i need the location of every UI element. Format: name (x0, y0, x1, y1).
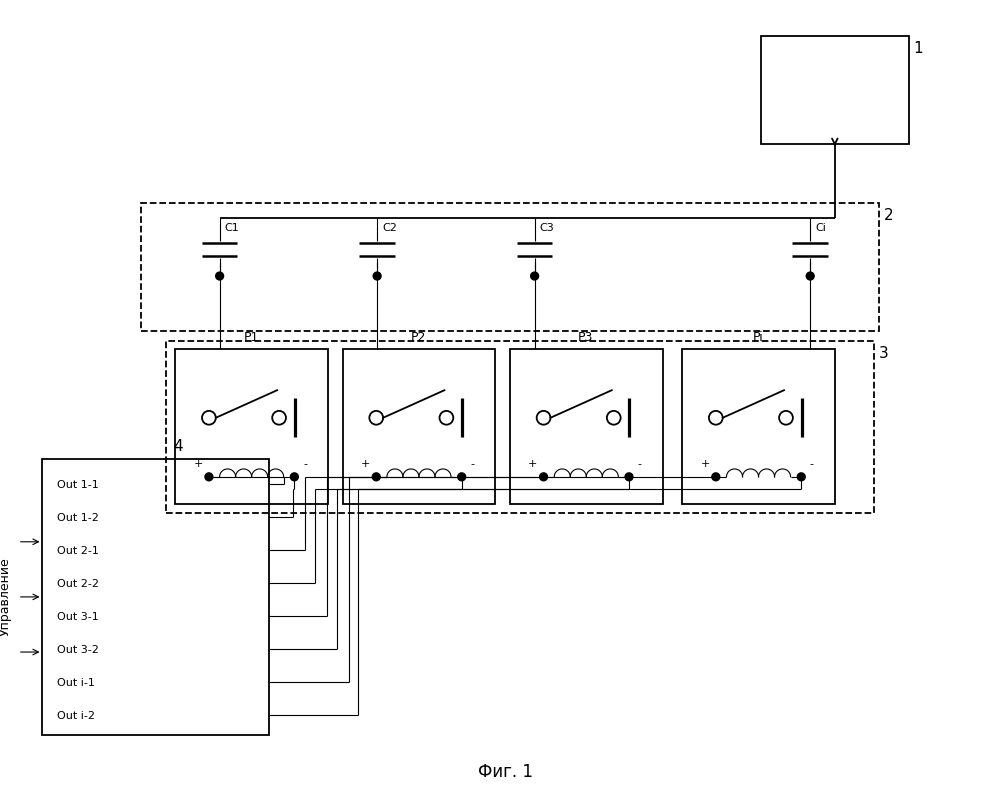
Bar (141, 203, 879, 331)
Text: 4: 4 (173, 439, 183, 454)
Bar (682, 349, 835, 504)
Text: +: + (528, 459, 538, 469)
Circle shape (625, 473, 633, 481)
Circle shape (290, 473, 298, 481)
Text: Out 2-2: Out 2-2 (57, 579, 99, 589)
Text: -: - (470, 459, 474, 469)
Circle shape (806, 272, 814, 280)
Text: Out 2-1: Out 2-1 (57, 546, 99, 556)
Text: -: - (638, 459, 642, 469)
Text: Out i-2: Out i-2 (57, 711, 95, 721)
Circle shape (216, 272, 224, 280)
Circle shape (205, 473, 213, 481)
Text: P2: P2 (411, 331, 426, 344)
Circle shape (540, 473, 548, 481)
Text: C2: C2 (382, 223, 397, 233)
Text: C3: C3 (540, 223, 554, 233)
Text: +: + (700, 459, 710, 469)
Text: Ci: Ci (815, 223, 826, 233)
Text: Out 3-1: Out 3-1 (57, 612, 99, 622)
Text: -: - (810, 459, 814, 469)
Text: -: - (303, 459, 307, 469)
Text: Управление: Управление (0, 558, 12, 636)
Circle shape (373, 272, 381, 280)
Circle shape (372, 473, 380, 481)
Bar (175, 349, 328, 504)
Bar (42, 459, 269, 734)
Circle shape (458, 473, 466, 481)
Text: Out i-1: Out i-1 (57, 678, 95, 688)
Text: 3: 3 (879, 346, 889, 361)
Circle shape (712, 473, 720, 481)
Text: C1: C1 (225, 223, 239, 233)
Text: +: + (194, 459, 203, 469)
Text: Фиг. 1: Фиг. 1 (478, 763, 533, 781)
Text: P1: P1 (243, 331, 259, 344)
Circle shape (797, 473, 805, 481)
Text: Out 1-2: Out 1-2 (57, 512, 99, 523)
Text: 1: 1 (914, 41, 923, 56)
Bar (343, 349, 495, 504)
Text: Out 1-1: Out 1-1 (57, 479, 99, 490)
Text: Out 3-2: Out 3-2 (57, 645, 99, 655)
Text: 2: 2 (884, 208, 894, 223)
Text: +: + (361, 459, 370, 469)
Text: Pi: Pi (753, 331, 763, 344)
Circle shape (531, 272, 539, 280)
Text: P3: P3 (578, 331, 593, 344)
Bar (761, 36, 909, 144)
Bar (166, 341, 874, 513)
Bar (510, 349, 663, 504)
